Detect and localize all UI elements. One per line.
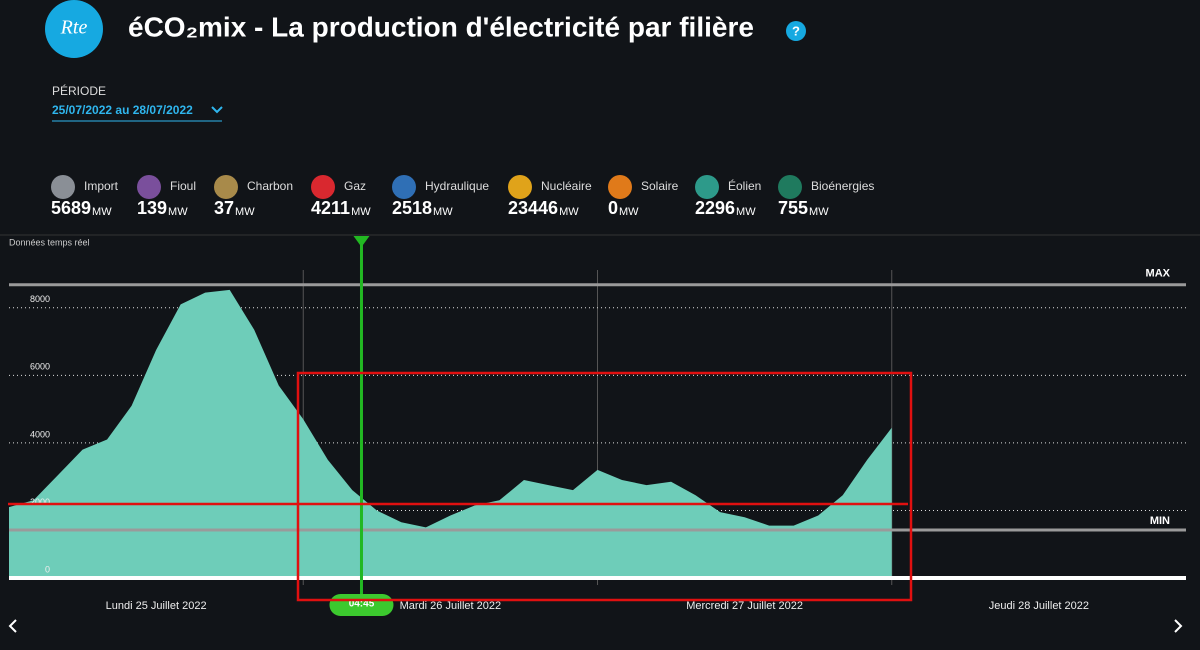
- source-name: Hydraulique: [425, 179, 489, 193]
- source-value: 5689: [51, 198, 91, 218]
- source-unit: MW: [92, 206, 112, 218]
- min-line-label: MIN: [1150, 515, 1170, 527]
- source-icon: [214, 175, 238, 199]
- source-unit: MW: [619, 206, 639, 218]
- source-name: Import: [84, 179, 119, 193]
- source-name: Solaire: [641, 179, 679, 193]
- source-icon: [137, 175, 161, 199]
- source-value: 2296: [695, 198, 735, 218]
- source-value: 23446: [508, 198, 558, 218]
- source-icon: [51, 175, 75, 199]
- source-name: Gaz: [344, 179, 366, 193]
- logo-text: Rte: [60, 17, 88, 39]
- source-icon: [311, 175, 335, 199]
- source-value: 755: [778, 198, 808, 218]
- source-value: 0: [608, 198, 618, 218]
- nav-prev[interactable]: [8, 619, 17, 633]
- y-tick-label: 6000: [30, 362, 50, 372]
- y-tick-label: 4000: [30, 429, 50, 439]
- source-unit: MW: [433, 206, 453, 218]
- chart-subtitle: Données temps réel: [9, 237, 90, 247]
- page-title: éCO₂mix - La production d'électricité pa…: [128, 11, 754, 42]
- period-dropdown[interactable]: [211, 106, 223, 114]
- y-tick-label: 8000: [30, 294, 50, 304]
- source-unit: MW: [736, 206, 756, 218]
- source-icon: [392, 175, 416, 199]
- source-unit: MW: [235, 206, 255, 218]
- cursor-label: 04:45: [349, 599, 375, 610]
- source-value: 4211: [311, 198, 350, 218]
- source-value: 2518: [392, 198, 432, 218]
- y-tick-label: 2000: [30, 497, 50, 507]
- area: [9, 289, 892, 578]
- source-name: Éolien: [728, 178, 761, 193]
- source-icon: [778, 175, 802, 199]
- max-line-label: MAX: [1146, 268, 1171, 280]
- help-button[interactable]: [786, 21, 806, 41]
- period-value[interactable]: 25/07/2022 au 28/07/2022: [52, 103, 193, 117]
- chart: Données temps réel 0 2000 4000 6000 8000 MAX MI…: [9, 236, 1186, 616]
- source-icon: [508, 175, 532, 199]
- source-unit: MW: [168, 206, 188, 218]
- source-unit: MW: [809, 206, 829, 218]
- x-tick-label: Jeudi 28 Juillet 2022: [989, 600, 1089, 612]
- logo[interactable]: [45, 0, 103, 58]
- source-icon: [695, 175, 719, 199]
- x-tick-label: Mercredi 27 Juillet 2022: [686, 600, 803, 612]
- x-tick-label: Mardi 26 Juillet 2022: [400, 600, 502, 612]
- source-icon: [608, 175, 632, 199]
- source-value: 37: [214, 198, 234, 218]
- source-name: Fioul: [170, 179, 196, 193]
- highlight-box: [296, 371, 913, 602]
- x-tick-label: Lundi 25 Juillet 2022: [106, 600, 207, 612]
- source-unit: MW: [559, 206, 579, 218]
- period-label: PÉRIODE: [52, 83, 106, 98]
- help-icon: ?: [792, 23, 800, 38]
- cursor-handle: [353, 236, 370, 247]
- y-tick-label: 0: [45, 564, 50, 574]
- source-unit: MW: [351, 206, 371, 218]
- source-name: Bioénergies: [811, 179, 874, 193]
- source-value: 139: [137, 198, 167, 218]
- nav-next[interactable]: [1174, 619, 1183, 633]
- source-name: Charbon: [247, 179, 293, 193]
- source-name: Nucléaire: [541, 179, 592, 193]
